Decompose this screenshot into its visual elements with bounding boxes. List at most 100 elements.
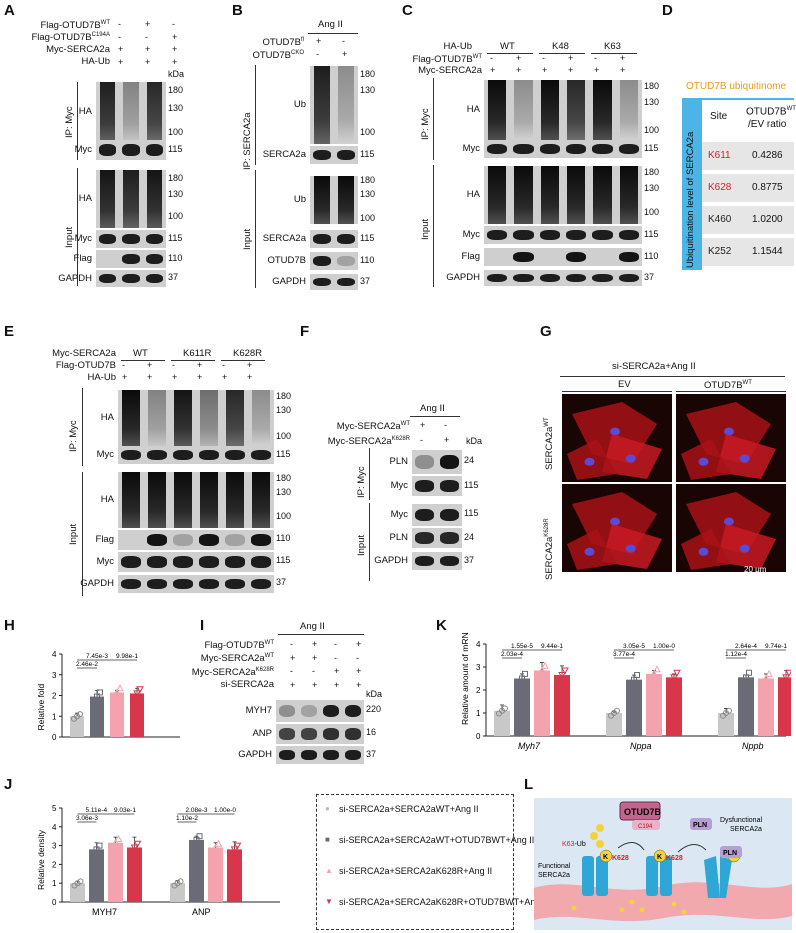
panel-label-a: A xyxy=(4,2,15,19)
y-axis-label: Relative density xyxy=(36,829,46,890)
b-treatment: Ang II xyxy=(318,19,343,30)
c-marker: 110 xyxy=(644,251,659,261)
c-blot-bands-band xyxy=(618,273,639,283)
bar xyxy=(626,679,642,736)
a-input-bracket xyxy=(77,168,78,286)
data-point xyxy=(227,850,236,858)
legend-marker: ▲ xyxy=(325,866,333,875)
b-blot-bands-band xyxy=(337,233,355,245)
a-blot-smear-lane xyxy=(146,170,162,228)
c-blot-3 xyxy=(484,226,642,244)
g-image xyxy=(676,484,786,572)
a-sign: + xyxy=(118,56,124,67)
a-sign: + xyxy=(172,56,178,67)
i-blot-bands xyxy=(276,724,364,744)
b-blot-bands-band xyxy=(337,149,355,161)
a-blot-bands-band xyxy=(145,253,163,265)
a-sign: + xyxy=(172,31,178,42)
data-point xyxy=(667,679,675,687)
e-group-line xyxy=(221,360,265,361)
c-marker: 115 xyxy=(644,143,659,153)
data-point xyxy=(726,707,732,714)
c-row-label-1: HA-Ub xyxy=(443,41,472,52)
c-blot-bands-band xyxy=(592,229,613,241)
p-value: 9.98e-1 xyxy=(116,653,138,660)
f-sign: - xyxy=(444,420,447,430)
x-group-label: Myh7 xyxy=(518,741,541,751)
i-sign: + xyxy=(290,652,296,663)
e-blot-smear-lane xyxy=(148,390,166,446)
f-blot-label: Myc xyxy=(390,480,408,491)
f-blot-bands xyxy=(412,504,462,526)
l-c194-box xyxy=(632,820,660,830)
bar xyxy=(208,847,223,902)
d-col-ratio-1: OTUD7BWT xyxy=(746,106,796,118)
f-blot-1 xyxy=(412,476,462,496)
i-blot-bands-band xyxy=(279,728,295,740)
e-blot-bands-band xyxy=(199,556,219,568)
c-blot-smear-lane xyxy=(567,80,586,140)
panel-label-b: B xyxy=(232,2,243,19)
d-table-row: K252 1.1544 xyxy=(702,238,794,266)
a-blot-5 xyxy=(96,270,166,287)
c-group-line xyxy=(487,53,533,54)
c-group-line xyxy=(539,53,585,54)
y-axis-label: Relative amount of mRNA xyxy=(460,632,470,725)
x-group-label: MYH7 xyxy=(92,907,117,917)
f-blot-0 xyxy=(412,450,462,474)
data-point xyxy=(558,672,566,680)
data-point xyxy=(653,665,661,673)
e-blot-bands-band xyxy=(199,449,219,461)
g-nucleus xyxy=(739,454,750,463)
g-cell-drawing xyxy=(681,402,776,480)
bar xyxy=(110,692,124,737)
a-kda: kDa xyxy=(168,69,185,79)
data-point xyxy=(233,842,242,850)
l-channel-functional xyxy=(582,856,608,896)
b-blot-label: SERCA2a xyxy=(262,149,306,160)
c-blot-label: Myc xyxy=(462,143,480,154)
c-blot-bands-band xyxy=(513,229,534,241)
d-table-row: K460 1.0200 xyxy=(702,206,794,234)
b-blot-label: OTUD7B xyxy=(267,255,306,266)
f-blot-bands xyxy=(412,450,462,474)
e-ip-label: IP: Myc xyxy=(68,420,79,452)
data-point xyxy=(782,674,790,682)
data-point xyxy=(214,839,223,847)
i-blot-bands-band xyxy=(301,749,317,761)
c-sign: - xyxy=(542,53,545,63)
g-nucleus xyxy=(610,427,620,436)
bar xyxy=(738,677,754,736)
g-col-otud7b: OTUD7BWT xyxy=(704,380,752,392)
a-marker: 100 xyxy=(168,211,184,221)
legend-text: si-SERCA2a+SERCA2aWT+OTUD7BWT+Ang II xyxy=(339,835,535,845)
c-marker: 100 xyxy=(644,125,660,135)
b-sign: - xyxy=(316,49,319,59)
y-tick-label: 1 xyxy=(52,879,57,888)
b-blot-2 xyxy=(310,176,358,224)
c-blot-bands xyxy=(484,140,642,158)
e-blot-bands-band xyxy=(147,449,167,461)
a-row-label-2: Flag-OTUD7BC194A xyxy=(31,32,110,44)
f-sign: - xyxy=(420,435,423,445)
panel-label-l: L xyxy=(524,776,534,793)
i-row-label-1: Flag-OTUD7BWT xyxy=(204,640,274,652)
data-point xyxy=(127,848,136,857)
b-blot-3 xyxy=(310,230,358,248)
l-ub-chain xyxy=(590,824,604,848)
e-sign: + xyxy=(247,372,253,382)
c-blot-smear-lane xyxy=(540,166,559,224)
b-marker: 110 xyxy=(360,255,375,265)
e-blot-label: Myc xyxy=(96,556,114,567)
legend-text: si-SERCA2a+SERCA2aWT+Ang II xyxy=(339,804,479,814)
g-image xyxy=(562,484,672,572)
bar xyxy=(130,693,144,737)
bar xyxy=(70,716,84,737)
e-blot-bands-band xyxy=(147,556,167,568)
a-blot-smear-lane xyxy=(146,82,162,142)
bar xyxy=(554,675,570,736)
g-nucleus xyxy=(698,457,709,466)
c-group-2: K63 xyxy=(604,41,621,52)
c-blot-1 xyxy=(484,140,642,158)
e-blot-smear-lane xyxy=(226,390,244,446)
